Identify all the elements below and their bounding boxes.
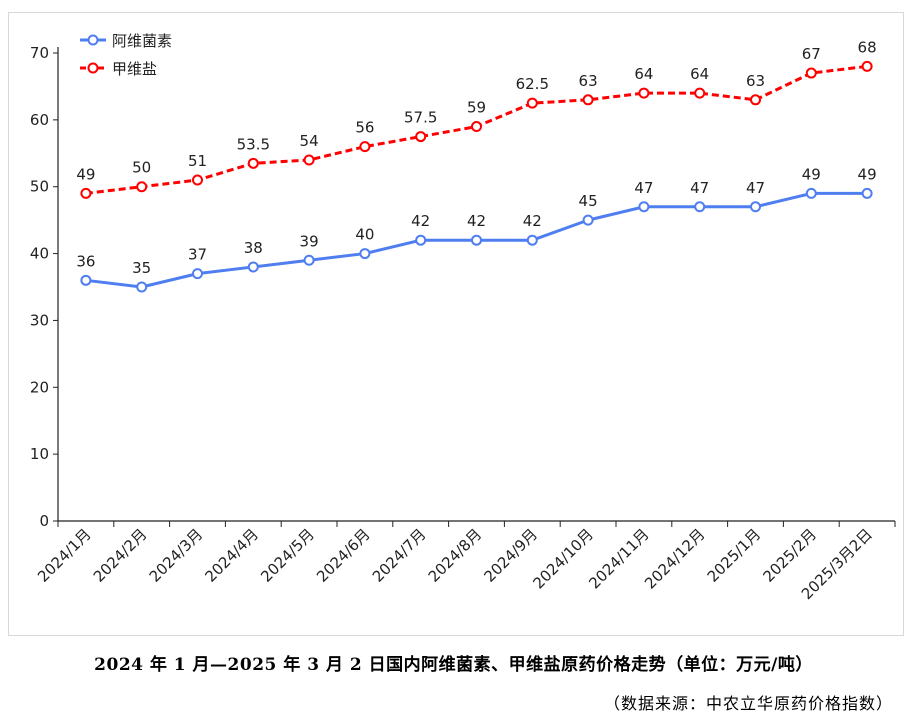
series-2-point [247, 157, 259, 169]
series-1-data-label: 40 [355, 226, 374, 244]
series-2-point [582, 94, 594, 106]
series-2-point [638, 87, 650, 99]
series-1-data-label: 35 [132, 259, 151, 277]
series-1-data-label: 42 [467, 212, 486, 230]
series-1-data-label: 37 [188, 246, 207, 264]
series-2-point [526, 97, 538, 109]
x-tick-label: 2024/2月 [90, 525, 151, 586]
series-1-point [136, 281, 148, 293]
series-2-data-label: 56 [355, 119, 374, 137]
series-1-point [861, 187, 873, 199]
series-2-data-label: 51 [188, 152, 207, 170]
series-2-data-label: 54 [300, 132, 319, 150]
series-2-data-label: 67 [802, 45, 821, 63]
y-tick-label: 70 [30, 44, 49, 62]
y-tick-label: 10 [30, 445, 49, 463]
y-tick-label: 0 [39, 512, 49, 530]
series-1-point [192, 268, 203, 280]
series-2-point [861, 60, 873, 72]
data-source: （数据来源：中农立华原药价格指数） [603, 694, 893, 713]
series-2-data-label: 62.5 [516, 75, 549, 93]
series-2-data-label: 63 [579, 72, 598, 90]
x-tick-label: 2024/3月 [146, 525, 207, 586]
series-2-point [471, 121, 482, 133]
series-1-data-label: 47 [634, 179, 653, 197]
series-1-point [80, 274, 92, 286]
series-2-point [80, 187, 92, 199]
series-2-data-label: 63 [746, 72, 765, 90]
series-2-data-label: 49 [76, 165, 95, 183]
series-1-point [303, 254, 315, 266]
x-tick-label: 2024/6月 [313, 525, 374, 586]
line-chart: 0102030405060702024/1月2024/2月2024/3月2024… [30, 32, 896, 603]
x-tick-label: 2024/4月 [201, 525, 262, 586]
series-2-point [359, 141, 371, 153]
y-tick-label: 40 [30, 245, 49, 263]
series-1-data-label: 38 [244, 239, 263, 257]
series-1-data-label: 42 [523, 212, 542, 230]
series-1-data-label: 36 [76, 252, 95, 270]
series-2-data-label: 64 [690, 65, 709, 83]
series-1-data-label: 45 [579, 192, 598, 210]
series-1-point [582, 214, 594, 226]
chart-frame [8, 12, 904, 636]
legend-label-1: 阿维菌素 [112, 32, 172, 50]
y-tick-label: 30 [30, 311, 49, 329]
series-1-data-label: 49 [858, 165, 877, 183]
series-1-point [750, 201, 761, 213]
series-1-data-label: 47 [746, 179, 765, 197]
y-tick-label: 60 [30, 111, 49, 129]
series-1-point [359, 248, 371, 260]
series-2-point [805, 67, 817, 79]
x-tick-label: 2024/7月 [369, 525, 430, 586]
series-1-point [526, 234, 538, 246]
x-tick-label: 2025/1月 [704, 525, 765, 586]
series-1-point [247, 261, 259, 273]
x-tick-label: 2024/8月 [425, 525, 486, 586]
series-1-point [694, 201, 706, 213]
series-2-point [415, 131, 427, 143]
series-1-data-label: 47 [690, 179, 709, 197]
series-2-data-label: 53.5 [237, 135, 270, 153]
series-2-point [303, 154, 315, 166]
x-tick-label: 2024/12月 [641, 525, 708, 592]
series-2-data-label: 68 [858, 38, 877, 56]
series-2-data-label: 50 [132, 159, 151, 177]
series-1-point [805, 187, 817, 199]
series-2-point [192, 174, 203, 186]
series-2-data-label: 64 [634, 65, 653, 83]
legend-label-2: 甲维盐 [112, 60, 157, 78]
y-tick-label: 20 [30, 378, 49, 396]
x-tick-label: 2024/5月 [257, 525, 318, 586]
chart-caption: 2024 年 1 月—2025 年 3 月 2 日国内阿维菌素、甲维盐原药价格走… [94, 655, 813, 675]
series-2-data-label: 57.5 [404, 109, 437, 127]
series-1-point [471, 234, 482, 246]
series-1-data-label: 39 [300, 232, 319, 250]
series-2-point [136, 181, 148, 193]
series-2-point [694, 87, 706, 99]
series-2-data-label: 59 [467, 99, 486, 117]
series-1-data-label: 49 [802, 165, 821, 183]
series-1-point [415, 234, 427, 246]
y-tick-label: 50 [30, 178, 49, 196]
series-1-point [638, 201, 650, 213]
legend-marker-2 [87, 62, 99, 74]
legend-marker-1 [87, 34, 99, 46]
series-1-data-label: 42 [411, 212, 430, 230]
series-2-point [750, 94, 761, 106]
x-tick-label: 2024/1月 [34, 525, 95, 586]
